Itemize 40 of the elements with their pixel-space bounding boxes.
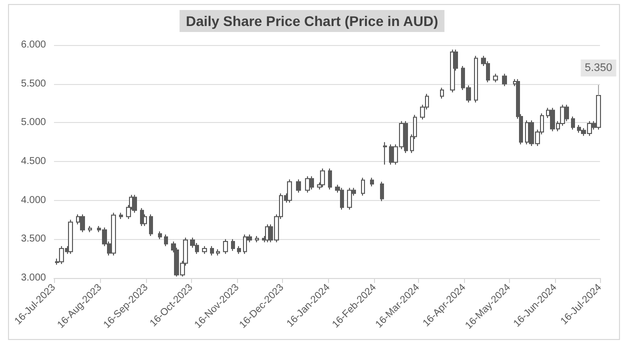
y-tick-label: 3.000 <box>20 272 46 284</box>
candlestick <box>296 178 301 194</box>
candlestick <box>158 230 162 240</box>
y-tick-label: 3.500 <box>20 234 46 245</box>
candlestick <box>88 225 92 233</box>
candlestick <box>237 246 241 254</box>
candlestick <box>347 187 352 210</box>
candlestick <box>287 178 292 204</box>
candlestick <box>164 234 168 247</box>
candlestick <box>320 168 325 188</box>
y-tick-label: 5.000 <box>20 117 46 128</box>
candlestick <box>571 116 575 130</box>
candlestick <box>380 181 384 202</box>
candlestick <box>370 177 374 187</box>
candlestick <box>328 168 332 190</box>
candlestick <box>59 246 64 265</box>
candlestick <box>149 214 153 237</box>
candlestick <box>202 246 207 254</box>
candlestick <box>80 214 85 233</box>
candlestick <box>474 55 478 103</box>
y-tick-label: 5.500 <box>20 78 46 90</box>
candlestick <box>231 238 235 252</box>
candlestick <box>305 176 310 194</box>
candlestick <box>361 177 365 196</box>
annotation: 5.350 <box>584 62 612 74</box>
chart-title: Daily Share Price Chart (Price in AUD) <box>186 13 438 29</box>
candlestick <box>493 73 498 83</box>
candlestick <box>119 212 123 220</box>
y-tick-label: 4.500 <box>20 156 46 167</box>
candlestick <box>111 212 116 256</box>
candlestick <box>223 238 228 254</box>
candlestick <box>216 248 220 256</box>
y-tick-label: 4.000 <box>20 194 46 206</box>
candlestick <box>383 142 387 166</box>
candlestick <box>68 219 73 254</box>
candlestick <box>502 73 507 87</box>
candlestick <box>255 236 259 243</box>
candlestick <box>440 87 444 100</box>
candlestick <box>210 246 214 256</box>
y-tick-label: 6.000 <box>20 40 46 50</box>
